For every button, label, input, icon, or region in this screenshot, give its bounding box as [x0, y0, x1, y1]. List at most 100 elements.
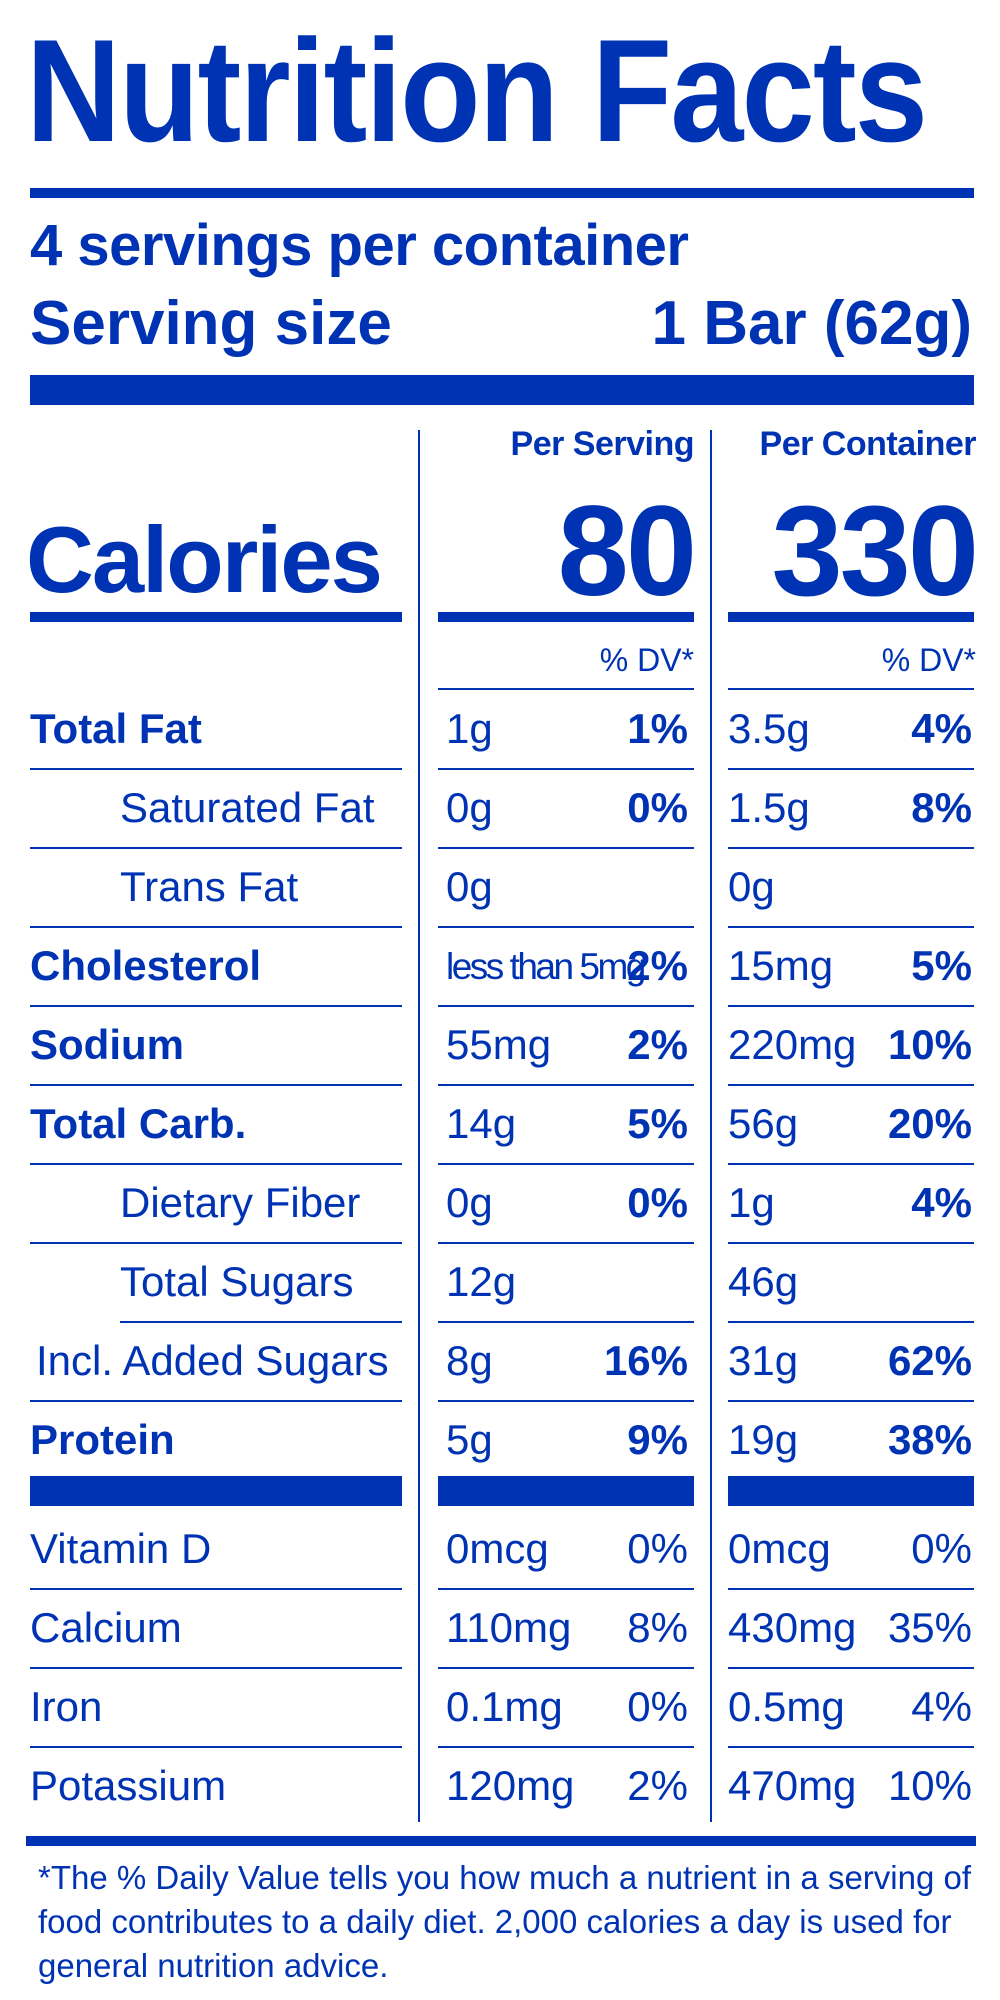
protein-rule-serving: [438, 1476, 694, 1506]
nutrient-name: Total Sugars: [120, 1258, 354, 1305]
calories-rule-serving: [438, 612, 694, 622]
row-rule-serving: [438, 1746, 694, 1748]
row-rule-serving: [438, 847, 694, 849]
container-dv: 10%: [887, 1021, 972, 1068]
container-dv: 10%: [887, 1762, 972, 1809]
column-divider-right: [710, 430, 712, 1822]
serving-dv: 0%: [627, 1683, 688, 1730]
container-amount: 56g: [728, 1100, 799, 1147]
serving-dv: 0%: [627, 784, 688, 831]
row-rule-serving: [438, 1005, 694, 1007]
container-amount: 0.5mg: [728, 1683, 845, 1730]
serving-amount: 0g: [446, 1179, 493, 1226]
row-rule-name: [30, 1400, 402, 1402]
container-amount: 1.5g: [728, 784, 810, 831]
column-divider-left: [418, 430, 420, 1822]
nutrient-name: Saturated Fat: [120, 784, 375, 831]
nutrient-name: Protein: [30, 1416, 175, 1463]
row-rule-name: [30, 768, 402, 770]
container-amount: 15mg: [728, 942, 834, 989]
container-amount: 3.5g: [728, 705, 810, 752]
row-rule-name: [30, 1084, 402, 1086]
nutrient-name: Cholesterol: [30, 942, 262, 989]
per-container-header: Per Container: [759, 425, 977, 463]
container-dv: 20%: [887, 1100, 972, 1147]
calories-rule-container: [728, 612, 974, 622]
title-rule: [30, 188, 974, 198]
serving-dv: 2%: [627, 1021, 688, 1068]
dv-rule-serving: [438, 688, 694, 690]
container-amount: 220mg: [728, 1021, 857, 1068]
nutrient-name: Calcium: [30, 1604, 182, 1651]
serving-dv: 1%: [627, 705, 688, 752]
container-amount: 0g: [728, 863, 775, 910]
container-dv: 5%: [911, 942, 972, 989]
row-rule-serving: [438, 926, 694, 928]
container-amount: 470mg: [728, 1762, 857, 1809]
container-amount: 430mg: [728, 1604, 857, 1651]
container-amount: 19g: [728, 1416, 799, 1463]
row-rule-container: [728, 768, 974, 770]
nutrient-name: Vitamin D: [30, 1525, 212, 1572]
serving-amount: 55mg: [446, 1021, 552, 1068]
serving-amount: 8g: [446, 1337, 493, 1384]
serving-amount: 120mg: [446, 1762, 575, 1809]
container-amount: 31g: [728, 1337, 799, 1384]
row-rule-serving: [438, 768, 694, 770]
row-rule-name: [30, 1005, 402, 1007]
calories-rule-name: [30, 612, 402, 622]
protein-rule-container: [728, 1476, 974, 1506]
row-rule-container: [728, 926, 974, 928]
serving-amount: 1g: [446, 705, 493, 752]
calories-per-container: 330: [771, 480, 979, 623]
row-rule-container: [728, 1005, 974, 1007]
row-rule-name: [30, 1242, 402, 1244]
container-dv: 8%: [911, 784, 972, 831]
protein-rule-name: [30, 1476, 402, 1506]
serving-amount: 110mg: [446, 1604, 572, 1651]
container-amount: 46g: [728, 1258, 799, 1305]
serving-amount: 0.1mg: [446, 1683, 563, 1730]
serving-dv: 9%: [627, 1416, 688, 1463]
row-rule-serving: [438, 1242, 694, 1244]
row-rule-serving: [438, 1400, 694, 1402]
nutrient-name: Iron: [30, 1683, 103, 1730]
row-rule-name: [30, 926, 402, 928]
row-rule-container: [728, 847, 974, 849]
nutrient-name: Total Carb.: [30, 1100, 247, 1147]
container-dv: 4%: [911, 1179, 972, 1226]
serving-dv: 16%: [603, 1337, 688, 1384]
row-rule-name: [30, 1667, 402, 1669]
nutrient-name: Dietary Fiber: [120, 1179, 361, 1226]
footnote-rule: [26, 1836, 976, 1846]
serving-size-label: Serving size: [30, 289, 392, 358]
calories-label: Calories: [26, 507, 383, 612]
serving-size-value: 1 Bar (62g): [651, 289, 972, 358]
calories-per-serving: 80: [557, 480, 697, 623]
row-rule-container: [728, 1321, 974, 1323]
serving-dv: 5%: [627, 1100, 688, 1147]
container-amount: 0mcg: [728, 1525, 831, 1572]
label-title: Nutrition Facts: [26, 9, 928, 172]
nutrient-name: Potassium: [30, 1762, 227, 1809]
serving-amount: 0mcg: [446, 1525, 549, 1572]
row-rule-serving: [438, 1163, 694, 1165]
serving-dv: 0%: [627, 1525, 688, 1572]
row-rule-serving: [438, 1588, 694, 1590]
container-dv: 62%: [887, 1337, 972, 1384]
container-dv: 4%: [911, 705, 972, 752]
container-dv: 35%: [887, 1604, 972, 1651]
row-rule-serving: [438, 1321, 694, 1323]
dv-header-container: % DV*: [881, 642, 976, 678]
row-rule-name: [30, 847, 402, 849]
container-dv: 38%: [887, 1416, 972, 1463]
per-serving-header: Per Serving: [510, 425, 695, 463]
row-rule-name: [30, 1163, 402, 1165]
nutrient-name: Trans Fat: [120, 863, 299, 910]
row-rule-container: [728, 1242, 974, 1244]
row-rule-name: [30, 1746, 402, 1748]
row-rule-container: [728, 1163, 974, 1165]
serving-dv: 2%: [627, 942, 688, 989]
serving-amount: 5g: [446, 1416, 493, 1463]
row-rule-container: [728, 1667, 974, 1669]
